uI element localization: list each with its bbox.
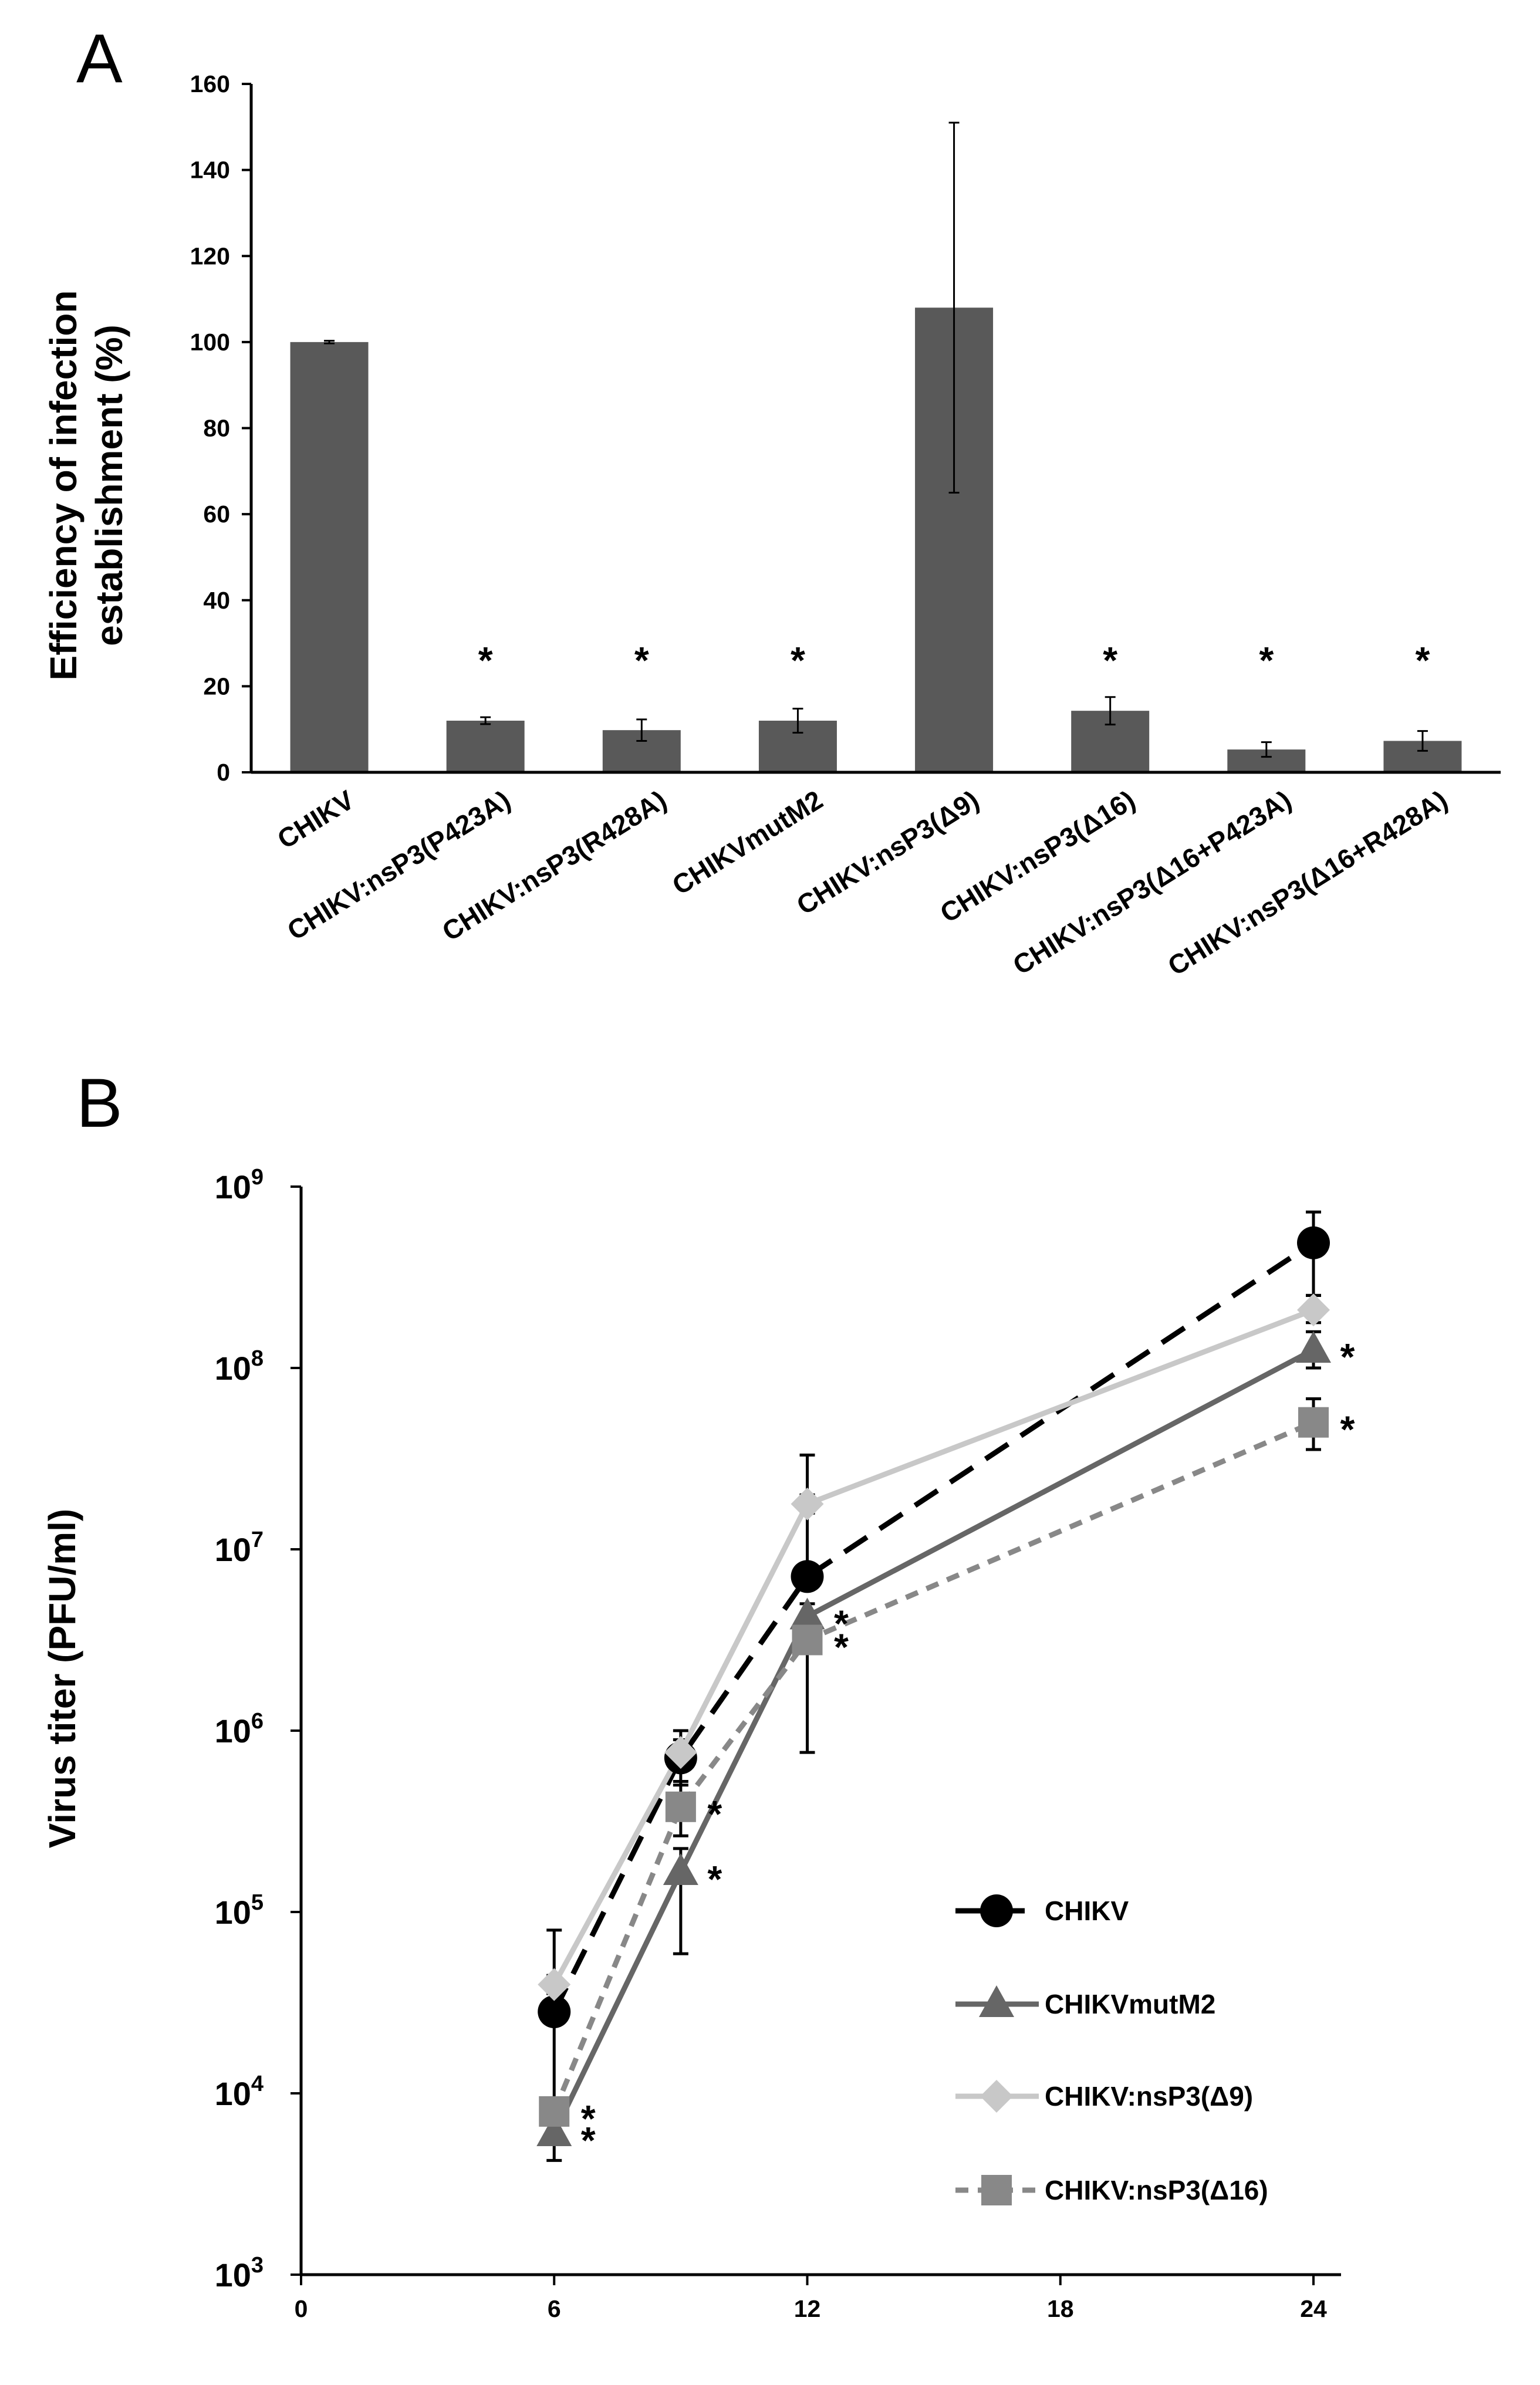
- x-tick-label: 24: [1300, 2295, 1327, 2322]
- y-tick-label: 80: [203, 415, 230, 442]
- panel-b-x-ticks: 0 6 12 18 24: [295, 2275, 1327, 2322]
- marker-chikv-nsp3-16: [792, 1624, 823, 1656]
- significance-star: *: [1259, 639, 1274, 681]
- panel-a-ylabel-line1: Efficiency of infection: [42, 290, 85, 681]
- legend-label-chikv-nsp3-16: CHIKV:nsP3(Δ16): [1045, 2175, 1268, 2205]
- panel-a-label: A: [76, 20, 123, 97]
- marker-chikv-nsp3-16: [665, 1791, 696, 1822]
- marker-chikv: [791, 1560, 824, 1593]
- significance-star: *: [478, 639, 493, 681]
- bar-chikv: [290, 342, 369, 772]
- y-tick-label: 100: [190, 329, 230, 356]
- marker-chikv-nsp3-9: [791, 1487, 824, 1521]
- significance-star: *: [1103, 639, 1117, 681]
- panel-a-y-ticks: 0 20 40 60 80 100 120 140 160: [190, 70, 251, 786]
- bar-chikv-nsp3-p423a: [446, 721, 525, 772]
- significance-star: *: [1340, 1408, 1355, 1451]
- x-tick-label: 12: [794, 2295, 821, 2322]
- marker-chikv-nsp3-16: [539, 2096, 570, 2127]
- panel-b-label: B: [76, 1065, 123, 1142]
- legend-marker-chikv: [980, 1894, 1013, 1927]
- line-chikvmutm2: [552, 1347, 1315, 2134]
- significance-star: *: [1415, 639, 1430, 681]
- significance-star: *: [707, 1858, 722, 1900]
- significance-star: *: [634, 639, 649, 681]
- significance-star: *: [581, 2097, 596, 2140]
- panel-b-ylabel: Virus titer (PFU/ml): [41, 1509, 83, 1848]
- significance-star: *: [1340, 1336, 1355, 1378]
- significance-star: *: [834, 1602, 849, 1644]
- y-tick-label: 20: [203, 673, 230, 700]
- line-chikv-nsp3-9: [552, 1307, 1315, 1986]
- marker-chikv-nsp3-16: [1298, 1407, 1329, 1438]
- marker-chikvmutm2: [1296, 1331, 1331, 1363]
- legend-marker-chikv-nsp3-16: [981, 2175, 1012, 2205]
- x-tick-label: 0: [295, 2295, 308, 2322]
- significance-star: *: [791, 639, 805, 681]
- marker-chikv: [538, 1995, 571, 2028]
- significance-star: *: [707, 1793, 722, 1835]
- y-tick-label: 0: [217, 759, 230, 786]
- legend-label-chikvmutm2: CHIKVmutM2: [1045, 1989, 1215, 2019]
- significance-star: *: [581, 2119, 596, 2161]
- panel-a-ylabel-line2: establishment (%): [88, 325, 130, 646]
- y-tick-label: 120: [190, 242, 230, 269]
- y-tick-label: 108: [215, 1346, 264, 1387]
- legend-marker-chikv-nsp3-9: [980, 2080, 1013, 2113]
- marker-chikvmutm2: [789, 1597, 825, 1630]
- y-tick-label: 40: [203, 587, 230, 614]
- marker-chikv-nsp3-9: [1297, 1293, 1330, 1327]
- marker-chikvmutm2: [536, 2114, 572, 2146]
- marker-chikv: [1297, 1226, 1330, 1259]
- legend-label-chikv: CHIKV: [1045, 1896, 1129, 1926]
- y-tick-label: 140: [190, 157, 230, 184]
- panel-a-significance: * * * * * *: [478, 639, 1430, 681]
- line-chikv-nsp3-16: [552, 1420, 1315, 2113]
- legend-label-chikv-nsp3-9: CHIKV:nsP3(Δ9): [1045, 2081, 1253, 2112]
- marker-chikvmutm2: [663, 1853, 698, 1886]
- y-tick-label: 60: [203, 501, 230, 528]
- marker-chikv-nsp3-9: [538, 1968, 571, 2001]
- x-tick-label: 6: [548, 2295, 561, 2322]
- significance-star: *: [834, 1626, 849, 1668]
- legend-marker-chikvmutm2: [979, 1985, 1014, 2017]
- panel-b-legend: CHIKV CHIKVmutM2 CHIKV:nsP3(Δ9) CHIKV:nsP3(…: [955, 1894, 1268, 2205]
- panel-b-markers: [536, 1226, 1331, 2146]
- x-tick-label: 18: [1047, 2295, 1074, 2322]
- panel-b-significance: ********: [581, 1336, 1355, 2161]
- marker-chikv-nsp3-9: [664, 1736, 697, 1769]
- panel-a-error-bars: [324, 121, 1428, 758]
- y-tick-label: 107: [215, 1528, 264, 1568]
- panel-b-series-lines: [552, 1241, 1315, 2134]
- y-tick-label: 160: [190, 70, 230, 97]
